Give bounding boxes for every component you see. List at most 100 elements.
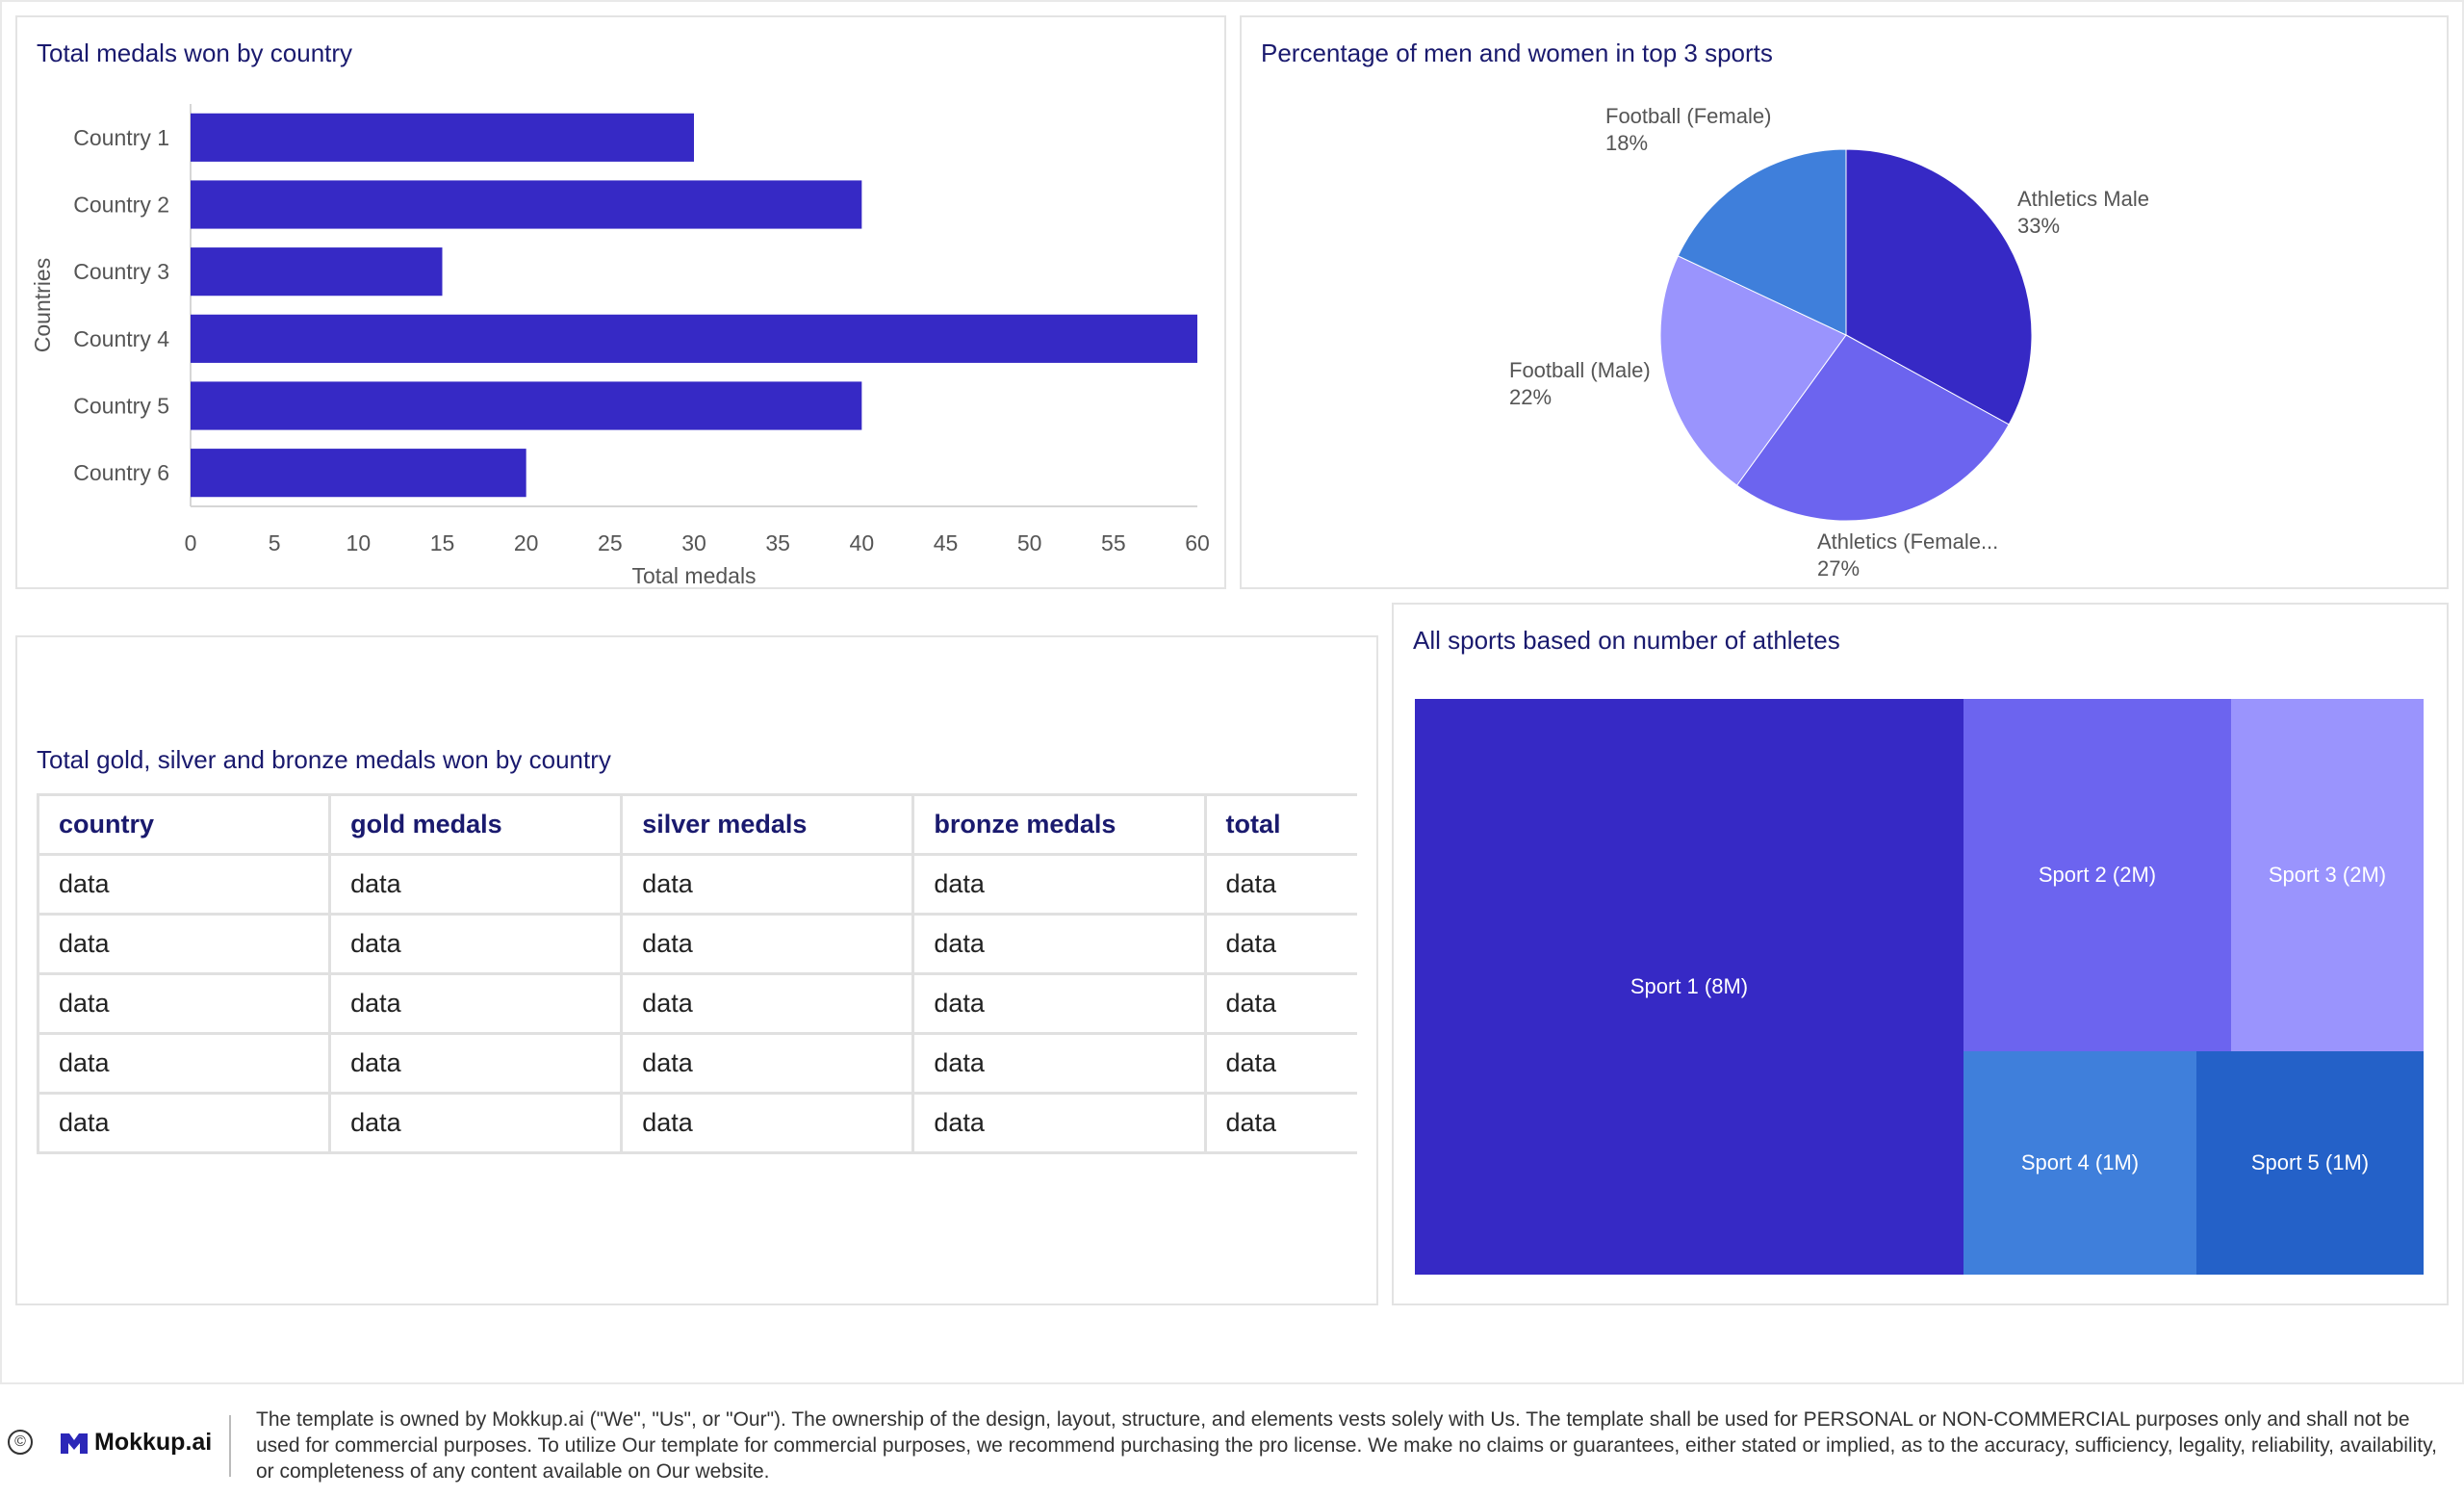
medal-table: country gold medals silver medals bronze… xyxy=(36,793,1357,1154)
table-row: data data data data data xyxy=(36,853,1357,916)
table-panel: Total gold, silver and bronze medals won… xyxy=(15,635,1378,1305)
treemap-panel: All sports based on number of athletes S… xyxy=(1392,603,2449,1305)
bar-chart: Country 1 Country 2 Country 3 Country 4 Coun… xyxy=(30,104,1210,587)
pie-slice[interactable] xyxy=(1845,148,2033,426)
table-cell: data xyxy=(620,972,915,1035)
pie-slice-label: Athletics (Female... xyxy=(1817,529,1998,554)
x-tick-label: 25 xyxy=(598,530,623,555)
pie-slice-label: Football (Female) xyxy=(1605,104,1771,128)
x-tick-label: 60 xyxy=(1185,530,1210,555)
table-cell: data xyxy=(36,853,332,916)
table-cell: data xyxy=(36,1092,332,1154)
pie-slice[interactable] xyxy=(1677,148,1847,336)
bar[interactable] xyxy=(191,180,862,229)
table-cell: data xyxy=(36,1032,332,1095)
table-cell: data xyxy=(1203,1032,1357,1095)
x-tick-label: 5 xyxy=(269,530,281,555)
table-cell: data xyxy=(911,853,1207,916)
x-tick-label: 10 xyxy=(346,530,372,555)
y-tick-label: Country 5 xyxy=(73,394,169,419)
pie-slice[interactable] xyxy=(1735,334,2010,522)
x-tick-label: 0 xyxy=(185,530,197,555)
treemap-cell-sport-5[interactable]: Sport 5 (1M) xyxy=(2196,1051,2424,1275)
table-cell: data xyxy=(328,972,624,1035)
x-tick-label: 30 xyxy=(681,530,706,555)
x-tick-label: 15 xyxy=(430,530,455,555)
treemap-label: Sport 4 (1M) xyxy=(2020,1150,2140,1174)
table-cell: data xyxy=(1203,972,1357,1035)
mokkup-logo-icon xyxy=(61,1432,88,1454)
footer-divider xyxy=(229,1415,231,1477)
pie-chart-panel: Percentage of men and women in top 3 spo… xyxy=(1240,15,2449,589)
bar[interactable] xyxy=(191,449,526,498)
table-cell: data xyxy=(328,913,624,975)
y-tick-label: Country 6 xyxy=(73,460,169,485)
treemap-label: Sport 5 (1M) xyxy=(2250,1150,2370,1174)
copyright-icon: © xyxy=(8,1430,33,1455)
treemap-title: All sports based on number of athletes xyxy=(1413,626,1840,655)
table-cell: data xyxy=(328,853,624,916)
x-tick-label: 20 xyxy=(514,530,539,555)
bar[interactable] xyxy=(191,314,1197,363)
treemap-cell-sport-2[interactable]: Sport 2 (2M) xyxy=(1964,699,2231,1051)
table-row: data data data data data xyxy=(36,913,1357,975)
bar-chart-panel: Total medals won by country Country 1 Cou… xyxy=(15,15,1226,589)
bar[interactable] xyxy=(191,381,862,430)
x-tick-label: 45 xyxy=(934,530,959,555)
treemap-cell-sport-3[interactable]: Sport 3 (2M) xyxy=(2231,699,2424,1051)
table-cell: data xyxy=(1203,853,1357,916)
table-cell: data xyxy=(911,1092,1207,1154)
table-cell: data xyxy=(620,913,915,975)
column-header[interactable]: gold medals xyxy=(328,793,624,856)
treemap-cell-sport-4[interactable]: Sport 4 (1M) xyxy=(1964,1051,2196,1275)
table-header-row: country gold medals silver medals bronze… xyxy=(36,793,1357,856)
column-header[interactable]: country xyxy=(36,793,332,856)
treemap-label: Sport 2 (2M) xyxy=(2038,863,2157,887)
x-tick-label: 50 xyxy=(1017,530,1042,555)
table-cell: data xyxy=(911,972,1207,1035)
bar-chart-title: Total medals won by country xyxy=(37,39,353,67)
table-cell: data xyxy=(328,1092,624,1154)
table-cell: data xyxy=(911,913,1207,975)
treemap-cell-sport-1[interactable]: Sport 1 (8M) xyxy=(1415,699,1964,1275)
x-tick-label: 40 xyxy=(850,530,875,555)
table-row: data data data data data xyxy=(36,1092,1357,1154)
table-cell: data xyxy=(1203,1092,1357,1154)
y-axis-title: Countries xyxy=(30,258,55,352)
footer xyxy=(0,1384,2464,1497)
pie-slice-value: 27% xyxy=(1817,556,1860,581)
column-header[interactable]: bronze medals xyxy=(911,793,1207,856)
table-cell: data xyxy=(620,853,915,916)
pie-chart-title: Percentage of men and women in top 3 spo… xyxy=(1261,39,1773,67)
x-tick-label: 55 xyxy=(1101,530,1126,555)
bar[interactable] xyxy=(191,247,443,297)
table-cell: data xyxy=(36,972,332,1035)
pie-chart: Athletics Male 33% Athletics (Female...27%… xyxy=(1509,104,2149,581)
treemap-chart: Sport 1 (8M) Sport 2 (2M) Sport 3 (2M) S… xyxy=(1415,699,2424,1275)
table-title: Total gold, silver and bronze medals won… xyxy=(37,745,611,774)
bar[interactable] xyxy=(191,113,694,162)
y-tick-label: Country 4 xyxy=(73,326,169,351)
table-cell: data xyxy=(1203,913,1357,975)
brand-name: Mokkup.ai xyxy=(94,1429,213,1456)
treemap-label: Sport 1 (8M) xyxy=(1630,974,1749,998)
x-axis-title: Total medals xyxy=(631,563,756,587)
x-tick-label: 35 xyxy=(765,530,790,555)
table-cell: data xyxy=(620,1092,915,1154)
brand-logo[interactable]: Mokkup.ai xyxy=(60,1429,212,1457)
y-tick-label: Country 2 xyxy=(73,193,169,218)
table-cell: data xyxy=(36,913,332,975)
y-tick-label: Country 3 xyxy=(73,259,169,284)
treemap-label: Sport 3 (2M) xyxy=(2268,863,2387,887)
pie-slice-value: 22% xyxy=(1509,385,1552,409)
pie-slice-label: Athletics Male xyxy=(2017,187,2149,211)
y-tick-label: Country 1 xyxy=(73,125,169,150)
table-cell: data xyxy=(620,1032,915,1095)
table-cell: data xyxy=(328,1032,624,1095)
disclaimer-text: The template is owned by Mokkup.ai ("We"… xyxy=(256,1408,2437,1483)
pie-slice-value: 33% xyxy=(2017,214,2060,238)
column-header[interactable]: silver medals xyxy=(620,793,915,856)
column-header[interactable]: total xyxy=(1203,793,1357,856)
table-row: data data data data data xyxy=(36,1032,1357,1095)
table-row: data data data data data xyxy=(36,972,1357,1035)
